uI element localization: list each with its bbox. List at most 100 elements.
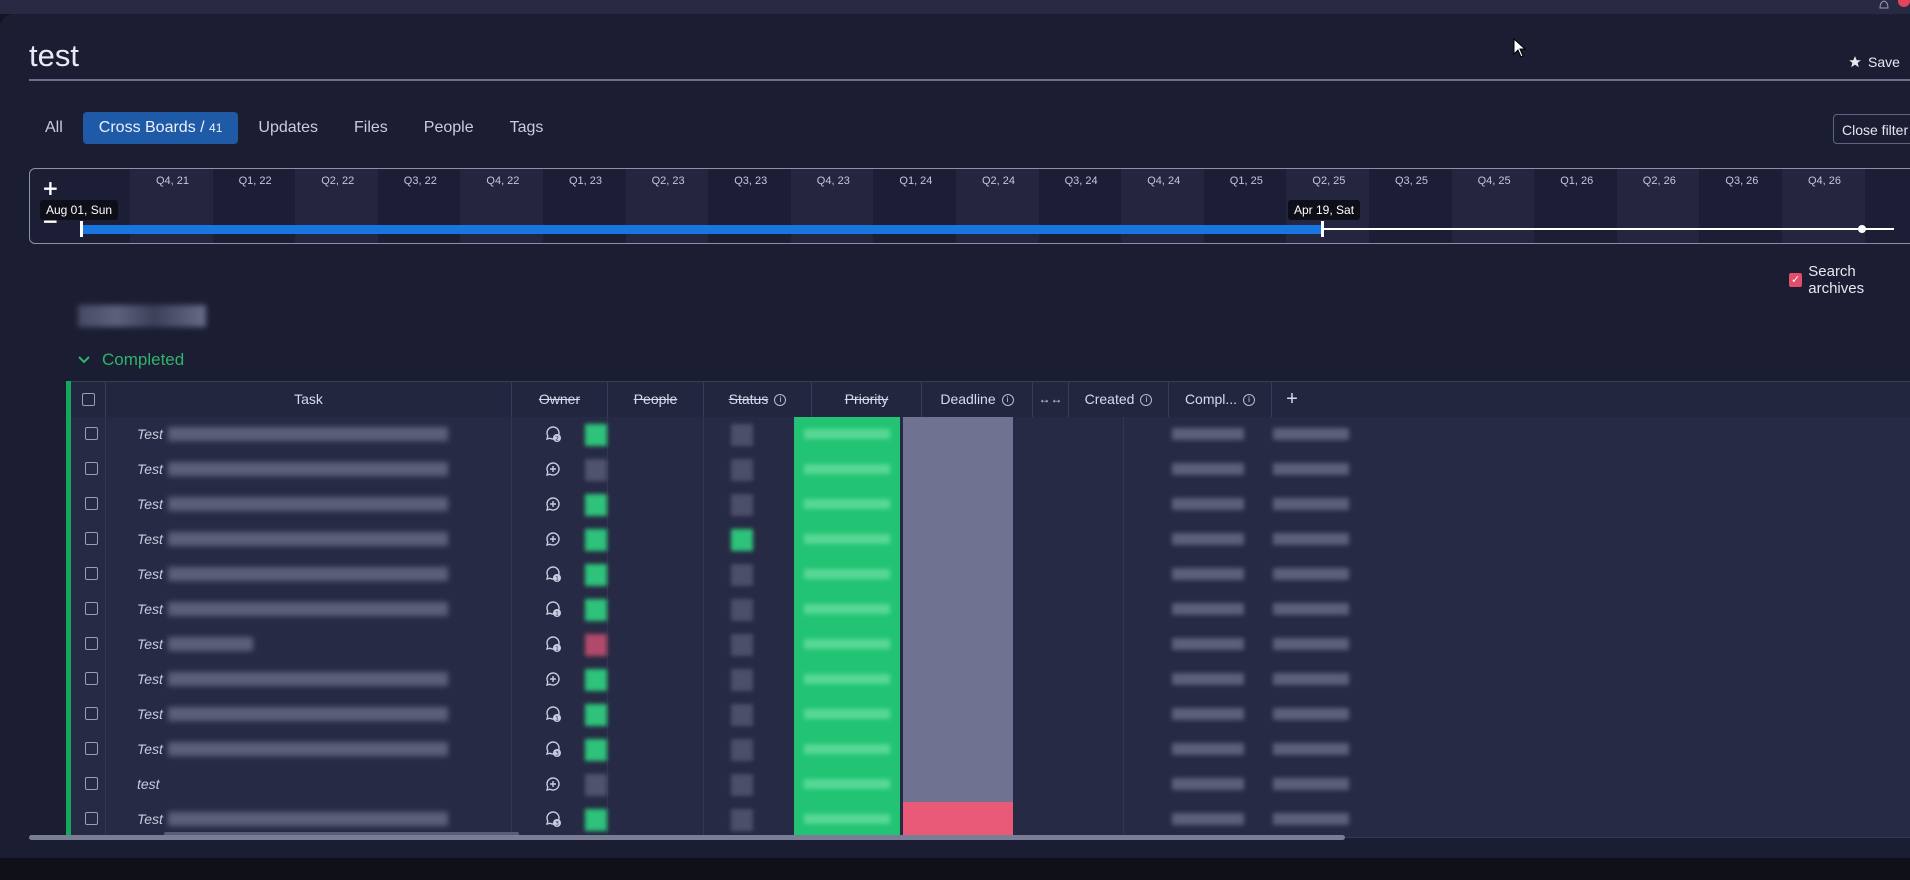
avatar[interactable] [731, 459, 753, 481]
table-row[interactable]: Test 3 [71, 802, 1910, 838]
priority-badge[interactable] [903, 592, 1013, 627]
task-name[interactable]: Test [137, 706, 163, 722]
status-badge[interactable] [794, 802, 900, 837]
priority-badge[interactable] [903, 627, 1013, 662]
status-badge[interactable] [794, 557, 900, 592]
updates-icon[interactable]: 3 [544, 810, 562, 828]
add-column-icon[interactable]: + [1286, 388, 1298, 410]
task-name[interactable]: Test [137, 671, 163, 687]
row-select-cell[interactable] [71, 732, 106, 767]
row-select-cell[interactable] [71, 417, 106, 452]
priority-badge[interactable] [903, 802, 1013, 837]
avatar[interactable] [731, 529, 753, 551]
avatar[interactable] [585, 669, 607, 691]
task-name[interactable]: Test [137, 461, 163, 477]
owner-cell[interactable] [512, 522, 608, 557]
people-cell[interactable] [608, 697, 704, 732]
owner-cell[interactable] [512, 662, 608, 697]
updates-icon[interactable]: 1 [544, 600, 562, 618]
people-cell[interactable] [608, 522, 704, 557]
row-select-cell[interactable] [71, 487, 106, 522]
priority-badge[interactable] [903, 697, 1013, 732]
task-name[interactable]: Test [137, 566, 163, 582]
row-checkbox[interactable] [85, 532, 98, 545]
task-cell[interactable]: Test [106, 662, 512, 697]
row-checkbox[interactable] [85, 707, 98, 720]
table-row[interactable]: Test 2 [71, 417, 1910, 453]
group-header[interactable]: Completed [78, 350, 184, 370]
status-badge[interactable] [794, 522, 900, 557]
task-cell[interactable]: test [106, 767, 512, 802]
people-cell[interactable] [608, 662, 704, 697]
avatar[interactable] [585, 564, 607, 586]
tab-updates[interactable]: Updates [242, 112, 334, 144]
resize-handle-icon[interactable]: ↔↔ [1033, 382, 1069, 417]
status-badge[interactable] [794, 697, 900, 732]
bell-icon[interactable] [1878, 0, 1890, 10]
priority-badge[interactable] [903, 452, 1013, 487]
table-row[interactable]: Test 3 [71, 732, 1910, 768]
row-select-cell[interactable] [71, 557, 106, 592]
tab-all[interactable]: All [29, 112, 79, 144]
owner-cell[interactable] [512, 697, 608, 732]
col-completed[interactable]: Compl... i [1169, 382, 1272, 417]
task-cell[interactable]: Test [106, 697, 512, 732]
status-badge[interactable] [794, 767, 900, 802]
status-badge[interactable] [794, 627, 900, 662]
avatar[interactable] [585, 424, 607, 446]
avatar[interactable] [731, 739, 753, 761]
row-checkbox[interactable] [85, 672, 98, 685]
avatar[interactable] [585, 739, 607, 761]
tab-people[interactable]: People [408, 112, 490, 144]
people-cell[interactable] [608, 487, 704, 522]
status-badge[interactable] [794, 732, 900, 767]
row-select-cell[interactable] [71, 662, 106, 697]
table-row[interactable]: Test 1 [71, 557, 1910, 593]
add-update-icon[interactable] [544, 670, 562, 688]
col-status[interactable]: Status i [704, 382, 812, 417]
avatar[interactable] [731, 494, 753, 516]
col-owner[interactable]: Owner [512, 382, 608, 417]
status-badge[interactable] [794, 452, 900, 487]
row-checkbox[interactable] [85, 777, 98, 790]
deadline-cell[interactable] [1013, 662, 1124, 697]
page-title[interactable]: test [29, 38, 79, 73]
task-cell[interactable]: Test [106, 522, 512, 557]
owner-cell[interactable] [512, 452, 608, 487]
row-checkbox[interactable] [85, 567, 98, 580]
select-all-checkbox[interactable] [82, 393, 95, 406]
owner-cell[interactable] [512, 417, 608, 452]
owner-cell[interactable] [512, 732, 608, 767]
deadline-cell[interactable] [1013, 767, 1124, 802]
table-row[interactable]: Test [71, 487, 1910, 523]
status-badge[interactable] [794, 592, 900, 627]
avatar[interactable] [585, 809, 607, 831]
row-checkbox[interactable] [85, 462, 98, 475]
row-checkbox[interactable] [85, 637, 98, 650]
deadline-cell[interactable] [1013, 802, 1124, 837]
status-badge[interactable] [794, 487, 900, 522]
people-cell[interactable] [608, 802, 704, 837]
table-row[interactable]: test [71, 767, 1910, 803]
row-checkbox[interactable] [85, 602, 98, 615]
search-archives-checkbox[interactable]: ✓ Search archives [1789, 263, 1910, 297]
row-checkbox[interactable] [85, 742, 98, 755]
task-cell[interactable]: Test [106, 487, 512, 522]
table-row[interactable]: Test 1 [71, 697, 1910, 733]
task-cell[interactable]: Test [106, 452, 512, 487]
owner-cell[interactable] [512, 767, 608, 802]
row-select-cell[interactable] [71, 697, 106, 732]
inner-scrollbar[interactable] [164, 832, 519, 836]
task-cell[interactable]: Test [106, 557, 512, 592]
task-name[interactable]: Test [137, 741, 163, 757]
owner-cell[interactable] [512, 557, 608, 592]
task-name[interactable]: Test [137, 636, 163, 652]
tab-tags[interactable]: Tags [494, 112, 560, 144]
people-cell[interactable] [608, 417, 704, 452]
updates-icon[interactable]: 3 [544, 740, 562, 758]
task-cell[interactable]: Test [106, 802, 512, 837]
deadline-cell[interactable] [1013, 627, 1124, 662]
task-name[interactable]: Test [137, 496, 163, 512]
task-cell[interactable]: Test [106, 417, 512, 452]
task-name[interactable]: Test [137, 601, 163, 617]
